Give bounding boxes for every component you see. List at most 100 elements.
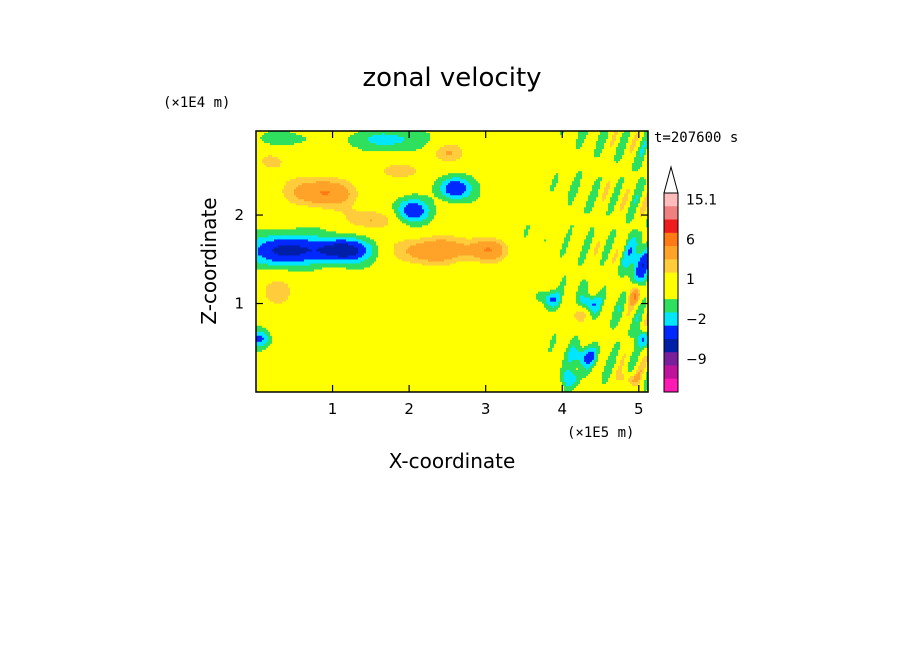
contour-cell (634, 375, 641, 379)
contour-cell (406, 223, 429, 226)
contour-cell (470, 183, 481, 186)
contour-cell (578, 349, 585, 353)
contour-cell (256, 339, 263, 343)
contour-cell (270, 299, 287, 303)
contour-cell (564, 241, 569, 245)
contour-cell (616, 137, 621, 140)
contour-cell (256, 219, 349, 222)
contour-cell (644, 385, 648, 389)
contour-cell (348, 189, 357, 192)
contour-cell (266, 293, 291, 297)
contour-cell (584, 295, 607, 299)
contour-cell (484, 249, 493, 253)
y-tick-label: 2 (234, 206, 244, 224)
contour-cell (466, 185, 473, 188)
contour-cell (574, 345, 583, 349)
contour-cell (596, 179, 603, 182)
contour-cell (414, 173, 449, 176)
contour-cell (594, 353, 597, 357)
contour-cell (602, 257, 609, 261)
contour-cell (256, 233, 357, 236)
contour-cell (408, 215, 421, 218)
contour-cell (502, 259, 579, 263)
contour-cell (556, 173, 559, 176)
contour-cell (642, 137, 648, 140)
contour-cell (462, 155, 595, 158)
contour-cell (388, 217, 399, 220)
contour-cell (598, 247, 605, 251)
contour-cell (354, 245, 365, 249)
contour-cell (620, 259, 623, 263)
contour-cell (572, 181, 581, 184)
contour-cell (616, 303, 625, 307)
contour-cell (256, 255, 263, 259)
contour-cell (408, 203, 419, 206)
contour-cell (452, 151, 463, 154)
contour-cell (614, 307, 619, 311)
contour-cell (508, 245, 563, 249)
contour-cell (428, 205, 437, 208)
contour-cell (262, 243, 335, 247)
contour-cell (638, 137, 643, 140)
contour-cell (296, 203, 355, 206)
contour-cell (646, 225, 648, 228)
contour-cell (578, 319, 585, 323)
contour-cell (624, 247, 627, 251)
contour-cell (636, 373, 641, 377)
contour-cell (256, 287, 267, 291)
contour-cell (486, 247, 491, 251)
contour-cell (480, 185, 551, 188)
contour-cell (256, 201, 291, 204)
contour-cell (568, 197, 575, 200)
contour-cell (288, 297, 537, 301)
contour-cell (596, 199, 603, 202)
contour-cell (608, 131, 615, 134)
contour-cell (574, 177, 583, 180)
contour-cell (562, 279, 567, 283)
contour-cell (620, 177, 625, 180)
contour-cell (582, 305, 589, 309)
contour-cell (358, 241, 367, 245)
contour-cell (638, 315, 643, 319)
contour-cell (646, 219, 648, 222)
contour-cell (618, 131, 625, 134)
contour-cell (600, 263, 605, 267)
contour-cell (348, 139, 369, 142)
contour-cell (640, 151, 645, 154)
contour-cell (602, 305, 615, 309)
contour-cell (598, 343, 615, 347)
contour-cell (256, 305, 545, 309)
contour-cell (286, 197, 299, 200)
contour-cell (634, 345, 641, 349)
contour-cell (308, 205, 353, 208)
contour-cell (272, 337, 553, 341)
contour-cell (394, 245, 411, 249)
contour-cell (560, 371, 565, 375)
contour-cell (640, 321, 645, 325)
contour-cell (302, 183, 341, 186)
contour-cell (624, 363, 629, 367)
contour-cell (586, 257, 603, 261)
contour-cell (376, 241, 399, 245)
contour-cell (556, 299, 561, 303)
contour-cell (630, 131, 645, 134)
contour-cell (256, 285, 267, 289)
contour-cell (400, 211, 405, 214)
contour-cell (640, 379, 645, 383)
contour-cell (578, 131, 589, 134)
contour-cell (256, 173, 387, 176)
contour-cell (586, 353, 595, 357)
contour-cell (440, 187, 447, 190)
contour-cell (556, 341, 571, 345)
contour-cell (410, 253, 503, 257)
contour-cell (364, 267, 619, 271)
contour-cell (574, 335, 579, 339)
contour-cell (568, 359, 573, 363)
contour-cell (582, 279, 587, 283)
contour-cell (570, 369, 593, 373)
contour-cell (606, 291, 623, 295)
contour-cell (268, 335, 273, 339)
contour-cell (628, 275, 635, 279)
contour-cell (604, 245, 613, 249)
contour-cell (290, 289, 551, 293)
